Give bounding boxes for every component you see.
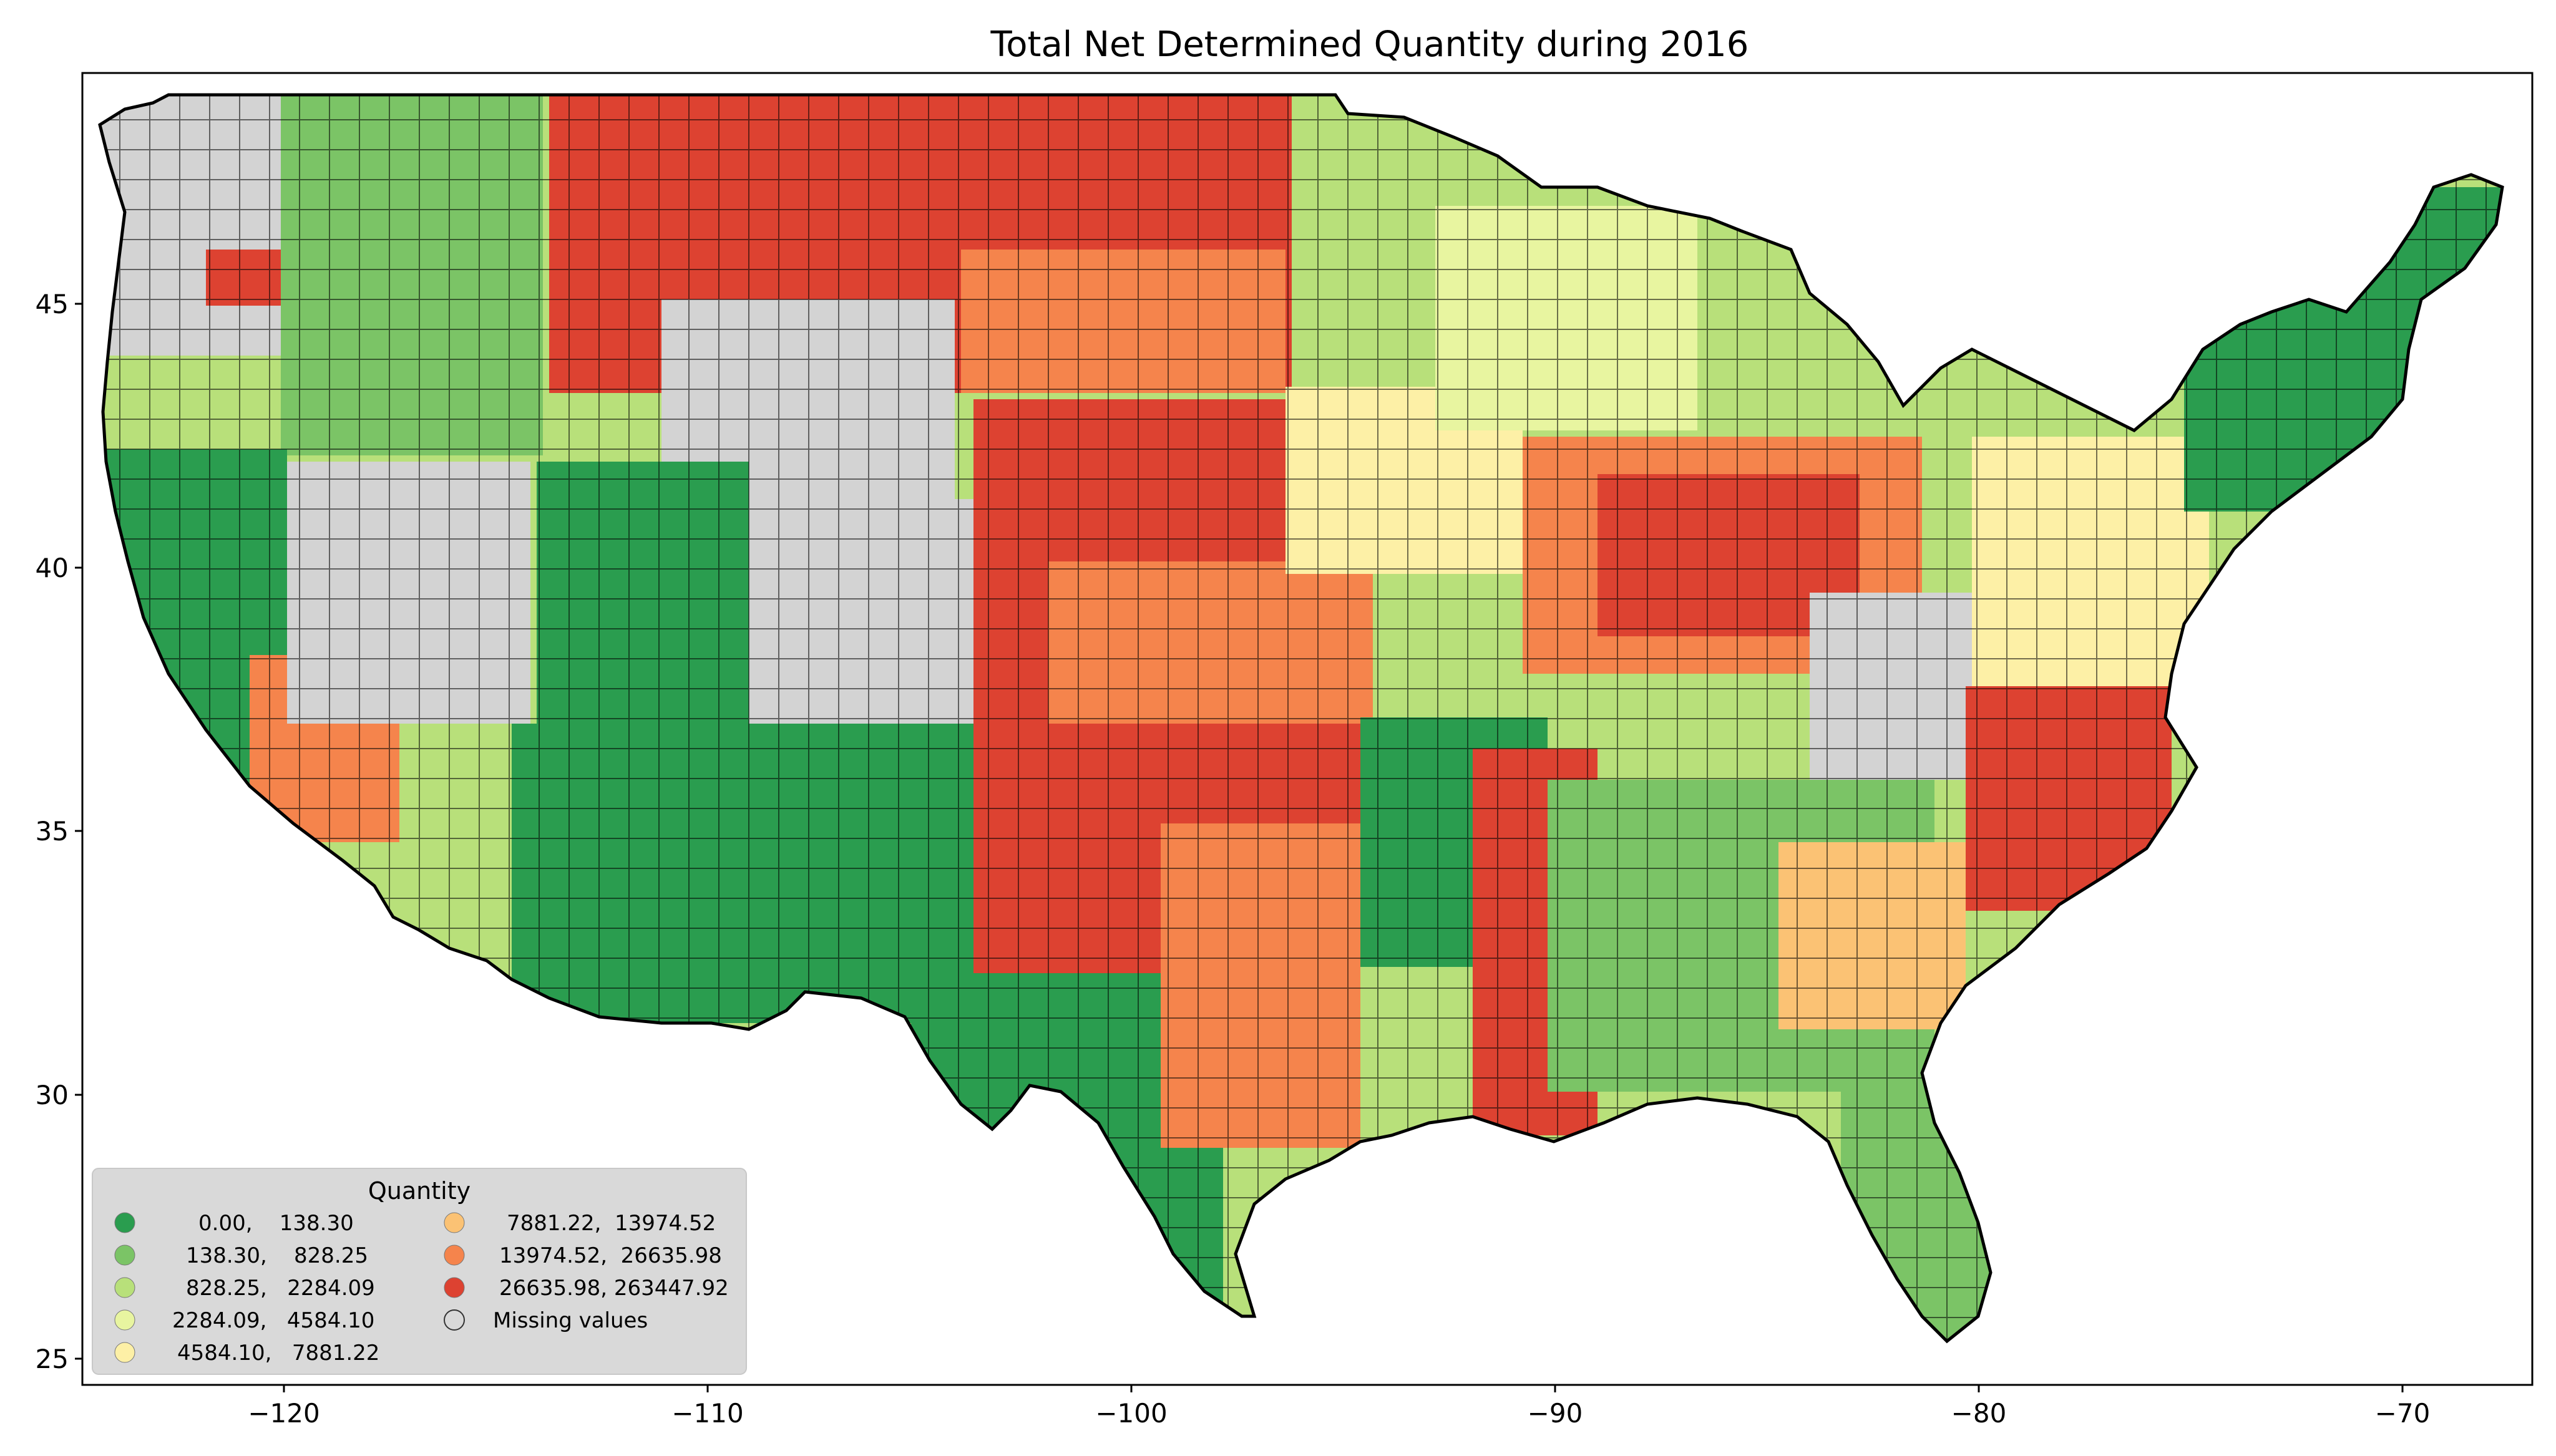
legend-marker bbox=[114, 1342, 135, 1363]
y-axis: 45 40 35 30 25 bbox=[36, 289, 82, 1374]
legend-marker bbox=[114, 1309, 135, 1331]
legend-label: 13974.52, 26635.98 bbox=[499, 1243, 722, 1268]
legend-marker bbox=[444, 1245, 465, 1266]
x-tick-label: −110 bbox=[671, 1398, 743, 1429]
legend-label: Missing values bbox=[493, 1308, 648, 1333]
y-tick-label: 30 bbox=[36, 1080, 69, 1110]
legend-marker bbox=[114, 1277, 135, 1298]
legend-marker-missing bbox=[444, 1309, 465, 1331]
x-tick-label: −90 bbox=[1528, 1398, 1583, 1429]
x-tick-label: −100 bbox=[1095, 1398, 1167, 1429]
legend-label: 2284.09, 4584.10 bbox=[172, 1308, 374, 1333]
legend-label: 26635.98, 263447.92 bbox=[499, 1276, 729, 1301]
legend-label: 138.30, 828.25 bbox=[186, 1243, 368, 1268]
x-axis: −120 −110 −100 −90 −80 −70 bbox=[248, 1385, 2430, 1429]
chart-title: Total Net Determined Quantity during 201… bbox=[990, 24, 1749, 65]
x-tick-label: −80 bbox=[1951, 1398, 2007, 1429]
legend-label: 0.00, 138.30 bbox=[198, 1211, 354, 1236]
legend-box bbox=[92, 1168, 747, 1375]
y-tick-label: 40 bbox=[36, 553, 69, 583]
legend-label: 828.25, 2284.09 bbox=[186, 1276, 375, 1301]
y-tick-label: 25 bbox=[36, 1344, 69, 1374]
legend-label: 4584.10, 7881.22 bbox=[177, 1341, 379, 1366]
legend-marker bbox=[114, 1245, 135, 1266]
legend-marker bbox=[444, 1212, 465, 1233]
x-tick-label: −70 bbox=[2375, 1398, 2431, 1429]
legend-marker bbox=[444, 1277, 465, 1298]
y-tick-label: 45 bbox=[36, 289, 69, 319]
legend-label: 7881.22, 13974.52 bbox=[507, 1211, 716, 1236]
x-tick-label: −120 bbox=[248, 1398, 320, 1429]
legend: Quantity 0.00, 138.30 138.30, 828.25 828… bbox=[92, 1168, 747, 1375]
legend-title: Quantity bbox=[368, 1177, 471, 1205]
legend-marker bbox=[114, 1212, 135, 1233]
y-tick-label: 35 bbox=[36, 816, 69, 847]
